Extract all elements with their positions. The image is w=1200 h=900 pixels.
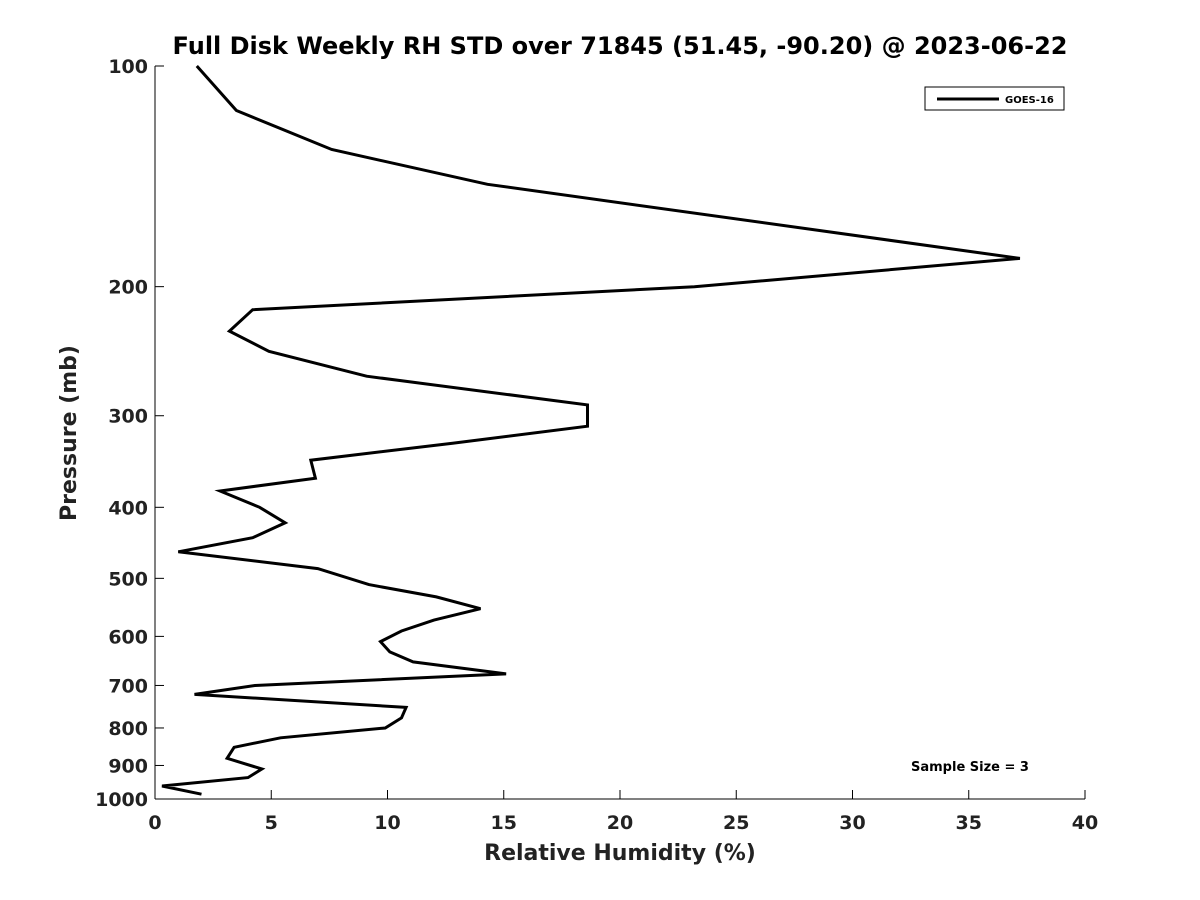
x-tick-label: 20 bbox=[607, 812, 633, 834]
y-tick-label: 600 bbox=[108, 626, 148, 648]
plot-area: 0 5 10 15 20 25 30 35 40 100 200 300 400 500 600 700 80… bbox=[95, 56, 1098, 834]
y-tick-label: 500 bbox=[108, 568, 148, 590]
x-tick-label: 35 bbox=[956, 812, 982, 834]
series-layer bbox=[161, 65, 1021, 796]
series-line-goes-16 bbox=[161, 65, 1021, 796]
sample-size-annotation: Sample Size = 3 bbox=[911, 760, 1029, 775]
x-axis-label: Relative Humidity (%) bbox=[484, 841, 756, 866]
x-tick-label: 30 bbox=[839, 812, 865, 834]
y-tick-label: 900 bbox=[108, 755, 148, 777]
x-tick-label: 5 bbox=[265, 812, 278, 834]
y-ticks: 100 200 300 400 500 600 700 800 900 1000 bbox=[95, 56, 164, 811]
y-tick-label: 200 bbox=[108, 277, 148, 299]
x-tick-label: 40 bbox=[1072, 812, 1098, 834]
y-tick-label: 800 bbox=[108, 718, 148, 740]
y-tick-label: 700 bbox=[108, 675, 148, 697]
x-tick-label: 10 bbox=[374, 812, 400, 834]
y-tick-label: 300 bbox=[108, 406, 148, 428]
x-tick-label: 15 bbox=[491, 812, 517, 834]
chart-title: Full Disk Weekly RH STD over 71845 (51.4… bbox=[173, 32, 1068, 60]
legend: GOES-16 bbox=[924, 86, 1065, 111]
y-tick-label: 100 bbox=[108, 56, 148, 78]
x-ticks: 0 5 10 15 20 25 30 35 40 bbox=[148, 790, 1098, 834]
y-axis-label: Pressure (mb) bbox=[57, 345, 82, 521]
x-tick-label: 0 bbox=[148, 812, 161, 834]
x-tick-label: 25 bbox=[723, 812, 749, 834]
legend-entry-goes-16: GOES-16 bbox=[1005, 95, 1054, 106]
y-tick-label: 1000 bbox=[95, 789, 148, 811]
y-tick-label: 400 bbox=[108, 497, 148, 519]
